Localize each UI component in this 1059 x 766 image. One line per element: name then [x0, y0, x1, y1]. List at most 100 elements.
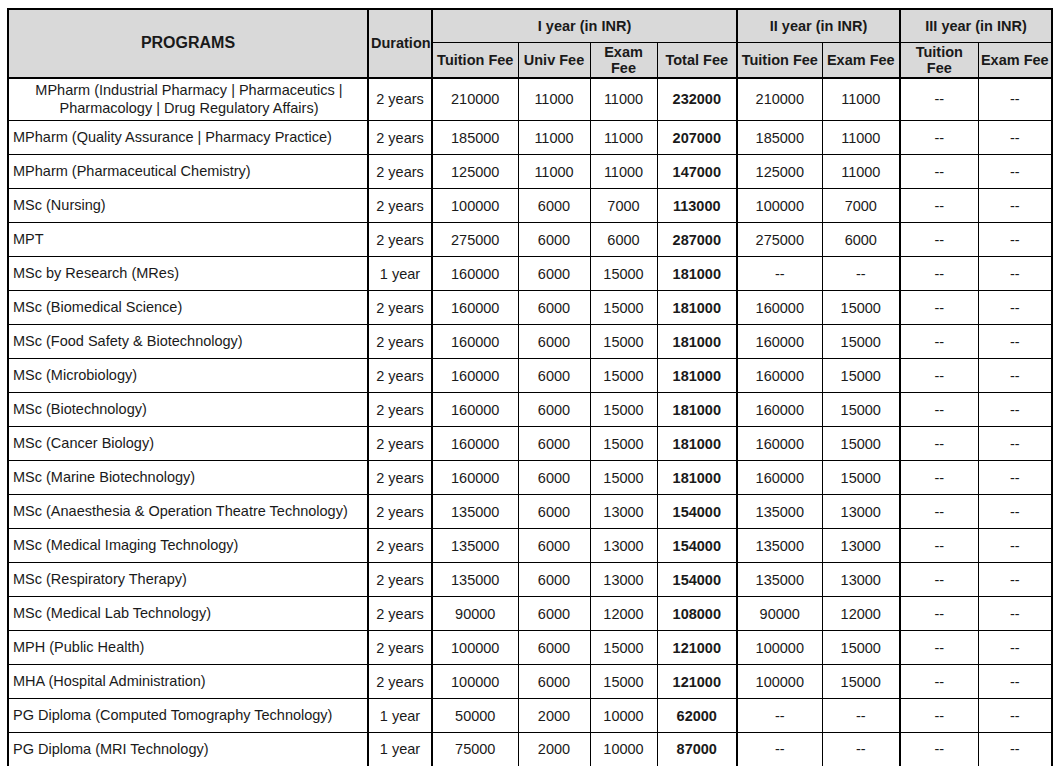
cell-y3-exam-fee: -- [978, 78, 1052, 121]
cell-y1-exam-fee: 11000 [590, 78, 657, 121]
cell-program: PG Diploma (Computed Tomography Technolo… [8, 699, 368, 733]
cell-y3-tuition-fee: -- [900, 223, 978, 257]
cell-y1-tuition-fee: 90000 [432, 597, 518, 631]
cell-program: MSc (Microbiology) [8, 359, 368, 393]
cell-y1-exam-fee: 15000 [590, 291, 657, 325]
cell-y1-tuition-fee: 100000 [432, 189, 518, 223]
cell-y1-exam-fee: 15000 [590, 257, 657, 291]
cell-y1-total-fee: 147000 [657, 155, 737, 189]
cell-y2-tuition-fee: 100000 [737, 631, 822, 665]
table-row: MPH (Public Health)2 years10000060001500… [8, 631, 1052, 665]
cell-y1-total-fee: 181000 [657, 291, 737, 325]
cell-y3-tuition-fee: -- [900, 359, 978, 393]
header-y1-univ-fee: Univ Fee [518, 42, 590, 78]
cell-program: PG Diploma (MRI Technology) [8, 733, 368, 766]
cell-duration: 2 years [368, 631, 432, 665]
cell-y2-exam-fee: 15000 [822, 325, 900, 359]
cell-y1-univ-fee: 6000 [518, 631, 590, 665]
cell-y3-exam-fee: -- [978, 461, 1052, 495]
cell-y2-exam-fee: -- [822, 733, 900, 766]
cell-y3-tuition-fee: -- [900, 257, 978, 291]
table-row: MSc (Biotechnology)2 years16000060001500… [8, 393, 1052, 427]
cell-y1-exam-fee: 15000 [590, 631, 657, 665]
cell-y1-tuition-fee: 160000 [432, 291, 518, 325]
cell-y1-tuition-fee: 160000 [432, 461, 518, 495]
cell-y1-univ-fee: 6000 [518, 665, 590, 699]
table-row: MPharm (Industrial Pharmacy | Pharmaceut… [8, 78, 1052, 121]
cell-y2-exam-fee: 15000 [822, 359, 900, 393]
cell-y1-exam-fee: 15000 [590, 359, 657, 393]
table-row: MSc (Nursing)2 years10000060007000113000… [8, 189, 1052, 223]
table-row: MPharm (Pharmaceutical Chemistry)2 years… [8, 155, 1052, 189]
cell-y2-tuition-fee: 100000 [737, 665, 822, 699]
cell-y2-exam-fee: 11000 [822, 121, 900, 155]
table-header: PROGRAMS Duration I year (in INR) II yea… [8, 9, 1052, 78]
cell-y2-tuition-fee: 160000 [737, 461, 822, 495]
cell-y1-tuition-fee: 275000 [432, 223, 518, 257]
cell-y3-tuition-fee: -- [900, 563, 978, 597]
cell-program: MPT [8, 223, 368, 257]
cell-y1-total-fee: 232000 [657, 78, 737, 121]
cell-duration: 2 years [368, 665, 432, 699]
cell-y3-tuition-fee: -- [900, 121, 978, 155]
cell-y1-tuition-fee: 50000 [432, 699, 518, 733]
cell-duration: 2 years [368, 325, 432, 359]
cell-y1-univ-fee: 6000 [518, 359, 590, 393]
cell-duration: 2 years [368, 291, 432, 325]
cell-program: MSc (Nursing) [8, 189, 368, 223]
cell-program: MPharm (Quality Assurance | Pharmacy Pra… [8, 121, 368, 155]
header-duration: Duration [368, 9, 432, 78]
table-row: MHA (Hospital Administration)2 years1000… [8, 665, 1052, 699]
cell-y1-univ-fee: 6000 [518, 529, 590, 563]
header-y1-exam-fee: Exam Fee [590, 42, 657, 78]
cell-y3-exam-fee: -- [978, 325, 1052, 359]
header-y1-tuition-fee: Tuition Fee [432, 42, 518, 78]
cell-y2-tuition-fee: 160000 [737, 427, 822, 461]
cell-y1-tuition-fee: 125000 [432, 155, 518, 189]
cell-y1-univ-fee: 11000 [518, 78, 590, 121]
table-row: MSc (Respiratory Therapy)2 years13500060… [8, 563, 1052, 597]
cell-duration: 1 year [368, 733, 432, 766]
cell-program: MSc (Biomedical Science) [8, 291, 368, 325]
cell-y2-tuition-fee: -- [737, 733, 822, 766]
cell-y1-total-fee: 108000 [657, 597, 737, 631]
cell-y3-tuition-fee: -- [900, 189, 978, 223]
cell-y3-tuition-fee: -- [900, 291, 978, 325]
table-row: MSc (Biomedical Science)2 years160000600… [8, 291, 1052, 325]
cell-y2-exam-fee: 15000 [822, 291, 900, 325]
cell-y1-exam-fee: 13000 [590, 495, 657, 529]
cell-duration: 2 years [368, 495, 432, 529]
cell-y1-total-fee: 154000 [657, 563, 737, 597]
cell-y1-exam-fee: 15000 [590, 427, 657, 461]
header-group-year3: III year (in INR) [900, 9, 1052, 42]
cell-y3-exam-fee: -- [978, 631, 1052, 665]
cell-y2-tuition-fee: 135000 [737, 495, 822, 529]
cell-y3-tuition-fee: -- [900, 733, 978, 766]
cell-y1-univ-fee: 6000 [518, 223, 590, 257]
cell-y1-exam-fee: 13000 [590, 563, 657, 597]
cell-y3-tuition-fee: -- [900, 665, 978, 699]
cell-duration: 2 years [368, 189, 432, 223]
table-row: MPharm (Quality Assurance | Pharmacy Pra… [8, 121, 1052, 155]
cell-y1-univ-fee: 6000 [518, 393, 590, 427]
cell-duration: 2 years [368, 121, 432, 155]
table-row: PG Diploma (Computed Tomography Technolo… [8, 699, 1052, 733]
cell-y2-exam-fee: 15000 [822, 631, 900, 665]
cell-y1-tuition-fee: 160000 [432, 359, 518, 393]
cell-duration: 1 year [368, 257, 432, 291]
cell-y3-tuition-fee: -- [900, 427, 978, 461]
header-y2-exam-fee: Exam Fee [822, 42, 900, 78]
cell-y1-exam-fee: 6000 [590, 223, 657, 257]
cell-program: MSc (Respiratory Therapy) [8, 563, 368, 597]
cell-y2-exam-fee: 7000 [822, 189, 900, 223]
cell-y2-tuition-fee: 125000 [737, 155, 822, 189]
cell-duration: 2 years [368, 223, 432, 257]
cell-y2-exam-fee: 13000 [822, 495, 900, 529]
cell-y3-tuition-fee: -- [900, 78, 978, 121]
cell-duration: 2 years [368, 359, 432, 393]
cell-y3-tuition-fee: -- [900, 631, 978, 665]
cell-program: MPharm (Pharmaceutical Chemistry) [8, 155, 368, 189]
cell-duration: 2 years [368, 563, 432, 597]
table-row: MSc (Medical Imaging Technology)2 years1… [8, 529, 1052, 563]
cell-y1-exam-fee: 11000 [590, 121, 657, 155]
